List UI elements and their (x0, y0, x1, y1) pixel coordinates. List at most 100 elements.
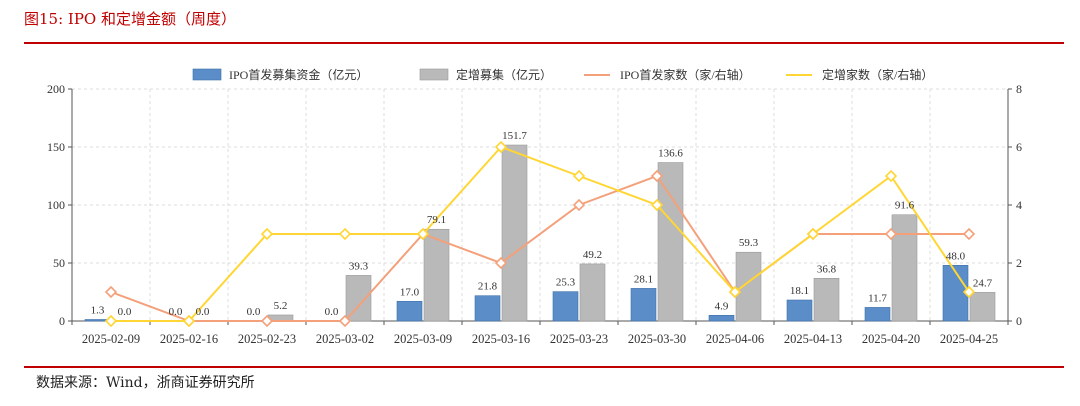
data-label-placement-amount: 59.3 (739, 237, 759, 249)
placement-count-marker (338, 227, 352, 241)
ipo-count-marker (884, 227, 898, 241)
bar-placement-amount (579, 263, 606, 322)
source-note: 数据来源：Wind，浙商证券研究所 (36, 375, 255, 391)
placement-count-marker (884, 169, 898, 183)
placement-count-marker (182, 314, 196, 328)
ipo-count-marker (962, 227, 976, 241)
bar-ipo-amount (552, 291, 579, 322)
y-right-tick-label: 8 (1016, 82, 1022, 96)
ipo-count-marker (104, 285, 118, 299)
figure-title: 图15: IPO 和定增金额（周度） (24, 10, 236, 28)
ipo-count-marker (650, 169, 664, 183)
data-label-placement-amount: 79.1 (427, 214, 446, 226)
data-label-ipo-amount: 48.0 (946, 250, 966, 262)
x-tick-label: 2025-03-09 (394, 332, 452, 346)
x-tick-label: 2025-04-06 (706, 332, 764, 346)
legend: IPO首发募集资金（亿元） 定增募集（亿元） IPO首发家数（家/右轴） 定增家数（家… (192, 67, 933, 82)
bar-ipo-amount (864, 307, 891, 322)
placement-count-marker (728, 285, 742, 299)
bar-ipo-amount (786, 299, 813, 322)
bars (84, 144, 996, 322)
data-label-placement-amount: 91.6 (895, 200, 915, 212)
data-label-placement-amount: 5.2 (274, 300, 288, 312)
placement-count-marker (416, 227, 430, 241)
data-label-placement-amount: 24.7 (973, 277, 993, 289)
legend-ipo-amount-swatch (192, 68, 222, 81)
placement-count-marker (572, 169, 586, 183)
data-label-ipo-amount: 0.0 (247, 306, 261, 318)
legend-placement-count-label: 定增家数（家/右轴） (822, 67, 933, 82)
y-left-tick-label: 50 (53, 256, 65, 270)
bar-placement-amount (735, 251, 762, 322)
bar-placement-amount (657, 162, 684, 322)
bar-placement-amount (969, 292, 996, 322)
data-label-ipo-amount: 21.8 (478, 281, 498, 293)
data-label-placement-amount: 0.0 (118, 306, 132, 318)
ipo-count-marker (338, 314, 352, 328)
x-tick-label: 2025-03-30 (628, 332, 686, 346)
x-tick-label: 2025-04-20 (862, 332, 920, 346)
x-tick-label: 2025-03-23 (550, 332, 608, 346)
y-left-tick-label: 200 (47, 82, 65, 96)
x-tick-label: 2025-02-16 (160, 332, 218, 346)
bar-ipo-amount (708, 315, 735, 322)
data-label-ipo-amount: 25.3 (556, 277, 576, 289)
data-label-placement-amount: 151.7 (502, 130, 527, 142)
bar-ipo-amount (396, 300, 423, 322)
bar-placement-amount (423, 228, 450, 322)
placement-count-marker (104, 314, 118, 328)
data-label-placement-amount: 36.8 (817, 263, 837, 275)
placement-count-marker (806, 227, 820, 241)
data-label-ipo-amount: 28.1 (634, 273, 653, 285)
bar-ipo-amount (630, 288, 657, 322)
x-tick-label: 2025-02-09 (82, 332, 140, 346)
lines (104, 140, 976, 328)
x-tick-label: 2025-03-02 (316, 332, 374, 346)
data-labels: 1.3 0.0 0.0 0.0 0.0 5.2 0.0 39.3 17.0 79.1 21.8 151… (91, 130, 993, 318)
bar-placement-amount (345, 275, 372, 322)
placement-count-marker (650, 198, 664, 212)
ipo-count-marker (260, 314, 274, 328)
data-label-ipo-amount: 18.1 (790, 285, 809, 297)
legend-ipo-count-label: IPO首发家数（家/右轴） (620, 67, 751, 82)
x-tick-label: 2025-04-25 (940, 332, 998, 346)
data-label-placement-amount: 39.3 (349, 260, 369, 272)
data-label-placement-amount: 0.0 (196, 306, 210, 318)
y-right-tick-label: 6 (1016, 140, 1022, 154)
data-label-placement-amount: 49.2 (583, 249, 602, 261)
bar-placement-amount (891, 214, 918, 322)
placement-count-line (111, 145, 970, 322)
x-tick-label: 2025-03-16 (472, 332, 530, 346)
bar-ipo-amount (474, 295, 501, 322)
bar-placement-amount (813, 278, 840, 322)
axes: 0 50 100 150 200 0 2 4 6 8 2025-02-09 2025-02-16 202… (47, 82, 1022, 346)
ipo-count-line (110, 174, 969, 322)
placement-count-marker (962, 285, 976, 299)
y-left-tick-label: 150 (47, 140, 65, 154)
y-left-tick-label: 100 (47, 198, 65, 212)
y-right-tick-label: 0 (1016, 314, 1022, 328)
bar-placement-amount (501, 144, 528, 322)
legend-ipo-amount-label: IPO首发募集资金（亿元） (229, 67, 368, 82)
legend-placement-amount-swatch (419, 68, 449, 81)
source-rule (24, 366, 1064, 368)
y-right-tick-label: 2 (1016, 256, 1022, 270)
legend-placement-amount-label: 定增募集（亿元） (456, 67, 552, 82)
bar-ipo-amount (942, 265, 969, 322)
x-tick-label: 2025-04-13 (784, 332, 842, 346)
ipo-count-marker (572, 198, 586, 212)
data-label-ipo-amount: 0.0 (325, 306, 339, 318)
ipo-count-marker (494, 256, 508, 270)
y-left-tick-label: 0 (59, 314, 65, 328)
data-label-placement-amount: 136.6 (658, 148, 683, 160)
data-label-ipo-amount: 1.3 (91, 304, 105, 316)
data-label-ipo-amount: 0.0 (169, 306, 183, 318)
data-label-ipo-amount: 11.7 (868, 292, 887, 304)
data-label-ipo-amount: 17.0 (400, 286, 420, 298)
y-right-tick-label: 4 (1016, 198, 1022, 212)
placement-count-marker (494, 140, 508, 154)
title-rule (24, 42, 1064, 44)
x-tick-label: 2025-02-23 (238, 332, 296, 346)
data-label-ipo-amount: 4.9 (715, 300, 729, 312)
